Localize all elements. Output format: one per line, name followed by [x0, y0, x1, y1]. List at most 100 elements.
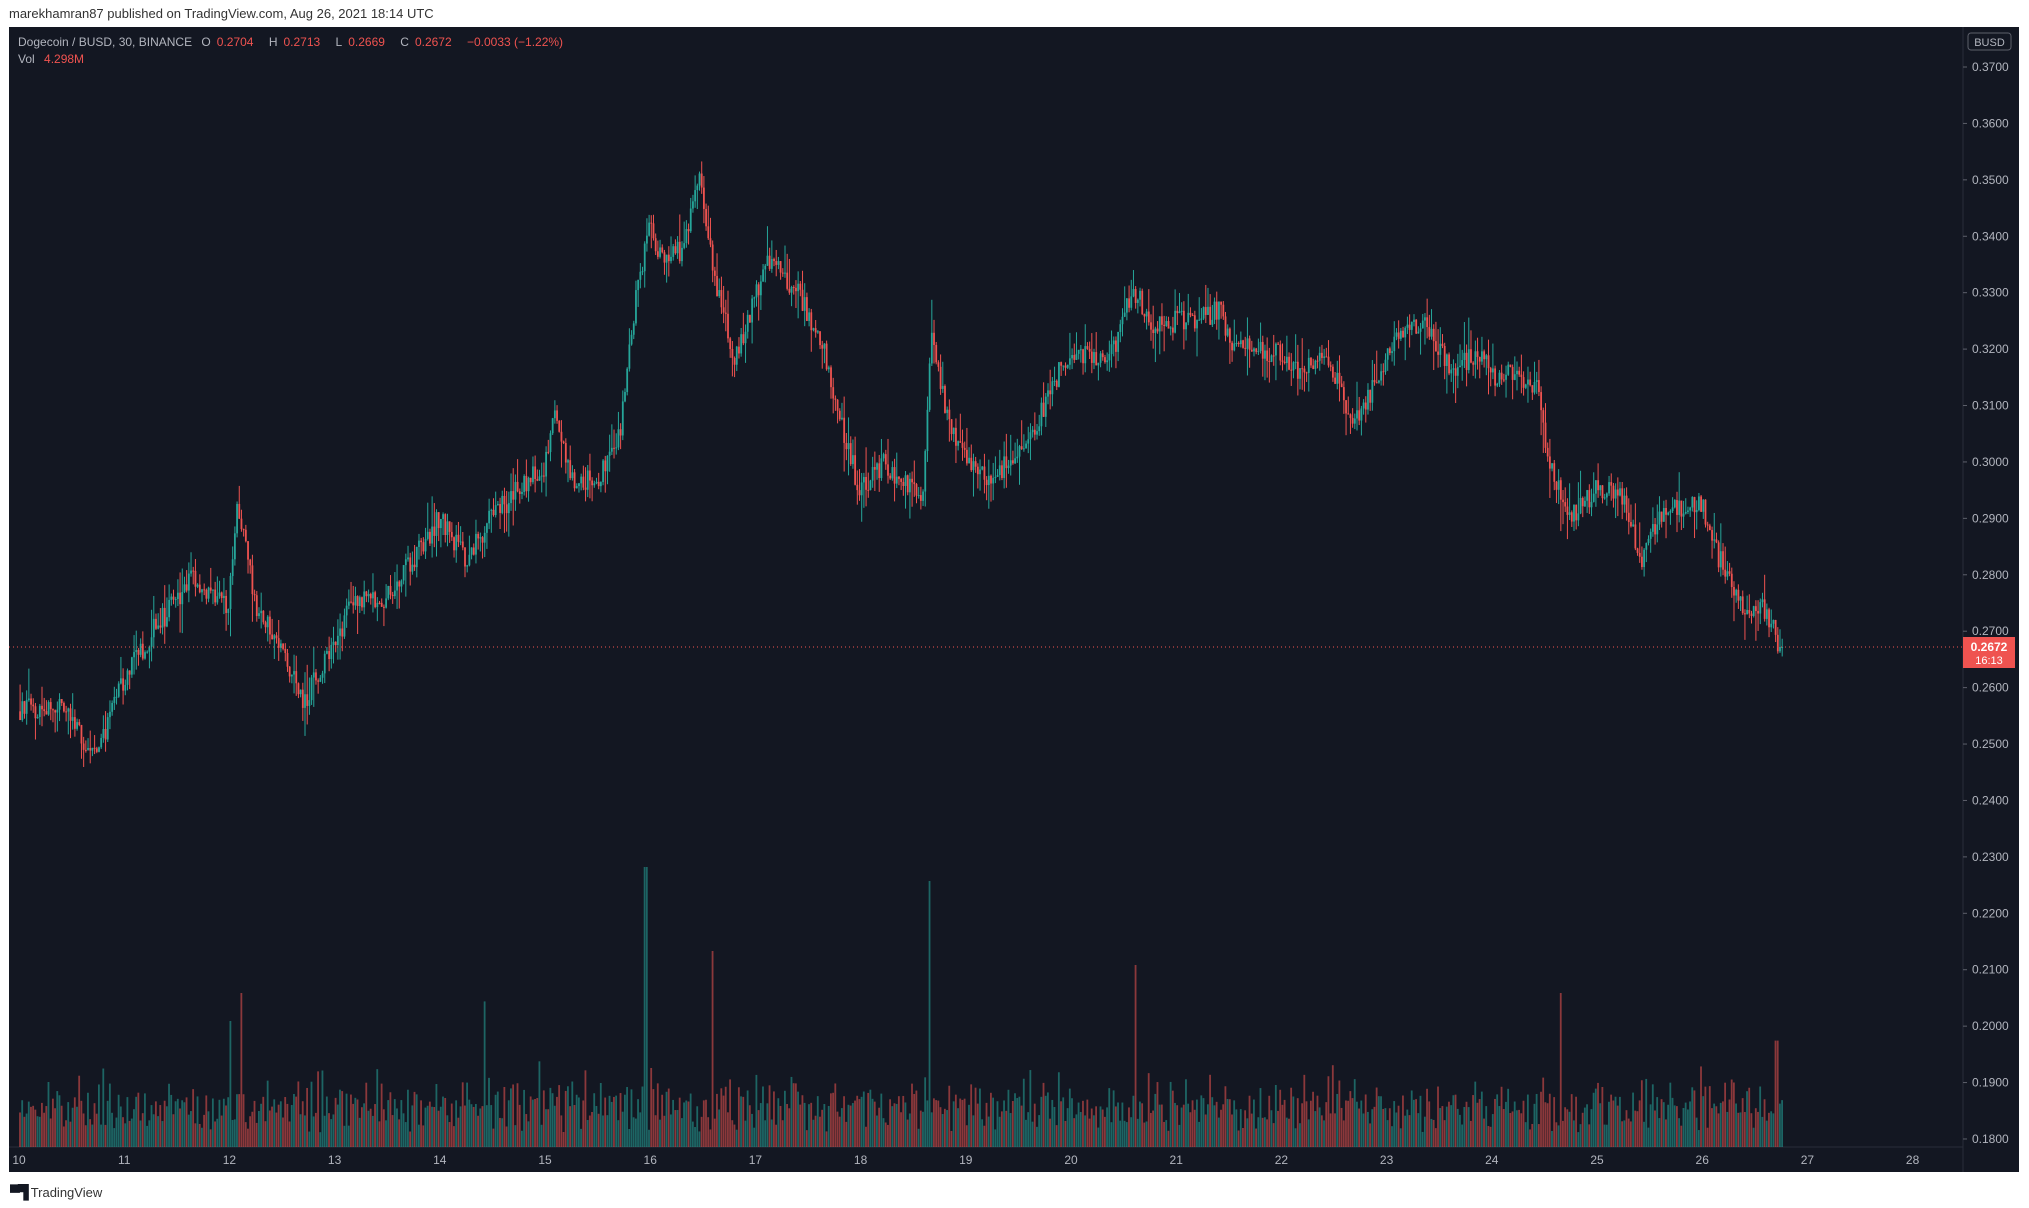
candle-body [1213, 301, 1216, 320]
volume-bar [87, 1092, 89, 1147]
volume-bar [334, 1097, 337, 1147]
candle-body [1417, 331, 1420, 334]
volume-bar [582, 1100, 585, 1147]
x-tick-label: 16 [644, 1153, 658, 1167]
candle-body [1410, 321, 1413, 330]
candle-body [1540, 392, 1543, 411]
volume-bar [805, 1130, 808, 1147]
volume-bar [332, 1114, 335, 1147]
volume-bar [1145, 1121, 1148, 1147]
volume-bar [396, 1108, 398, 1147]
candle-body [635, 290, 637, 324]
volume-bar [900, 1112, 902, 1147]
candle-body [1621, 488, 1624, 505]
candle-body [1627, 512, 1630, 523]
volume-bar [613, 1096, 615, 1147]
candle-body [365, 591, 368, 597]
volume-bar [652, 1089, 655, 1147]
volume-bar [207, 1111, 210, 1147]
candle-body [547, 451, 550, 453]
volume-bar [777, 1098, 780, 1147]
candle-body [1527, 379, 1529, 385]
volume-bar [648, 1129, 650, 1147]
candle-body [1391, 351, 1393, 354]
candle-body [1163, 324, 1166, 326]
volume-bar [1722, 1101, 1724, 1147]
candle-body [527, 477, 530, 492]
candle-body [1437, 351, 1440, 355]
candle-body [1235, 342, 1238, 344]
volume-bar [1454, 1094, 1457, 1147]
volume-bar [345, 1093, 348, 1147]
volume-bar [1358, 1108, 1361, 1147]
volume-bar [1779, 1103, 1781, 1147]
candle-body [551, 418, 554, 434]
volume-bar [1246, 1118, 1249, 1147]
candle-body [87, 748, 89, 750]
candle-body [499, 504, 501, 513]
volume-bar [205, 1095, 208, 1147]
volume-bar [148, 1120, 151, 1147]
candle-body [661, 247, 664, 253]
candle-body [1161, 316, 1163, 325]
volume-bar [1364, 1094, 1367, 1147]
volume-bar [450, 1103, 453, 1147]
volume-bar [737, 1087, 740, 1147]
candle-body [1651, 524, 1654, 532]
x-tick-label: 26 [1696, 1153, 1710, 1167]
candle-body [1735, 589, 1738, 596]
volume-bar [976, 1103, 979, 1147]
volume-bar [108, 1083, 111, 1147]
candle-body [1016, 456, 1019, 459]
volume-bar [803, 1102, 806, 1147]
volume-bar [680, 1118, 683, 1147]
volume-bar [1316, 1095, 1319, 1147]
volume-bar [1375, 1087, 1378, 1147]
volume-bar [1665, 1119, 1667, 1147]
candle-body [1564, 502, 1567, 507]
volume-bar [856, 1095, 859, 1147]
candle-body [957, 441, 960, 446]
volume-bar [468, 1099, 471, 1147]
volume-bar [1077, 1102, 1080, 1147]
candle-body [764, 265, 767, 270]
candle-body [247, 541, 249, 560]
candle-body [602, 460, 604, 483]
candle-body [1730, 573, 1733, 588]
candle-body [106, 717, 109, 740]
chart-panel[interactable] [9, 27, 2019, 1172]
candle-body [873, 467, 876, 470]
volume-bar [1382, 1108, 1385, 1147]
candle-body [1378, 380, 1380, 383]
candle-body [742, 334, 745, 344]
candle-body [1408, 324, 1411, 330]
volume-bar [1388, 1108, 1391, 1147]
candle-body [876, 463, 878, 470]
candle-body [455, 534, 458, 551]
volume-bar [310, 1081, 313, 1147]
candle-body [685, 229, 688, 244]
volume-bar [659, 1119, 661, 1147]
symbol-label[interactable]: Dogecoin / BUSD, 30, BINANCE [18, 35, 193, 49]
volume-bar [1577, 1132, 1580, 1147]
candle-body [545, 451, 547, 477]
candle-body [786, 272, 789, 289]
candle-body [304, 694, 306, 708]
volume-bar [1693, 1090, 1696, 1147]
footer-brand[interactable]: TradingView [30, 1185, 103, 1200]
candle-body [935, 344, 938, 363]
candle-body [343, 615, 346, 637]
candle-body [1301, 368, 1304, 370]
volume-bar [420, 1100, 422, 1147]
candle-body [591, 480, 594, 486]
candle-body [73, 717, 76, 729]
candle-body [1088, 348, 1091, 352]
volume-bar [277, 1104, 280, 1147]
candle-body [1200, 318, 1203, 320]
candle-body [126, 670, 129, 685]
volume-bar [1125, 1122, 1128, 1147]
candle-body [183, 584, 186, 593]
volume-bar [461, 1082, 464, 1147]
volume-bar [1469, 1120, 1472, 1147]
